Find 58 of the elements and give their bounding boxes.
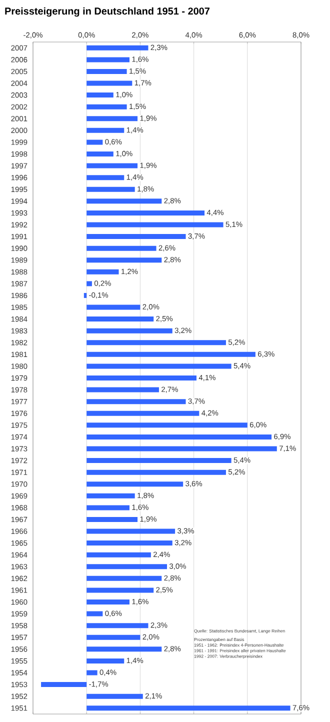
bar [86,116,138,122]
bar [86,516,138,522]
bar [84,292,87,298]
bar [86,634,140,640]
bar [86,128,124,133]
bar [86,210,205,216]
bar [86,198,162,204]
bar [86,611,103,616]
bar [86,258,162,263]
bar [41,682,87,688]
bar [86,505,130,510]
bar [86,564,168,570]
bar [86,528,176,534]
bar [86,422,248,428]
bar [86,352,256,357]
bar [86,410,200,416]
bar [86,387,159,392]
bar [86,104,127,110]
bar [86,446,277,452]
bar [86,68,127,74]
bar [86,588,154,593]
bar [86,304,140,310]
bar [86,646,162,652]
bar [86,186,135,192]
bar [86,175,124,180]
bar [86,623,148,628]
bar [86,328,172,334]
bar [86,493,135,498]
bar [86,80,132,86]
bar [86,246,156,251]
bar [86,552,151,558]
bar [86,152,114,157]
bar [86,376,196,381]
bar [86,600,130,605]
bar [86,658,124,664]
bar [86,706,290,711]
bar [86,222,224,228]
bar [86,234,186,240]
bar [86,340,226,346]
bar [86,316,154,322]
bar [86,576,162,581]
bar [86,670,98,676]
bar [86,482,184,487]
bar [86,470,226,475]
bar [86,364,232,369]
bar [86,458,232,464]
bar [86,269,119,274]
bar [86,92,114,98]
chart-title: Preissteigerung in Deutschland 1951 - 2007 [5,7,210,17]
bar [86,399,186,404]
bar [86,434,272,440]
bar [86,540,172,546]
bar [86,281,92,286]
bar [86,694,143,699]
bar [86,57,130,62]
bar [86,140,103,145]
bar [86,45,148,50]
bar [86,163,138,168]
